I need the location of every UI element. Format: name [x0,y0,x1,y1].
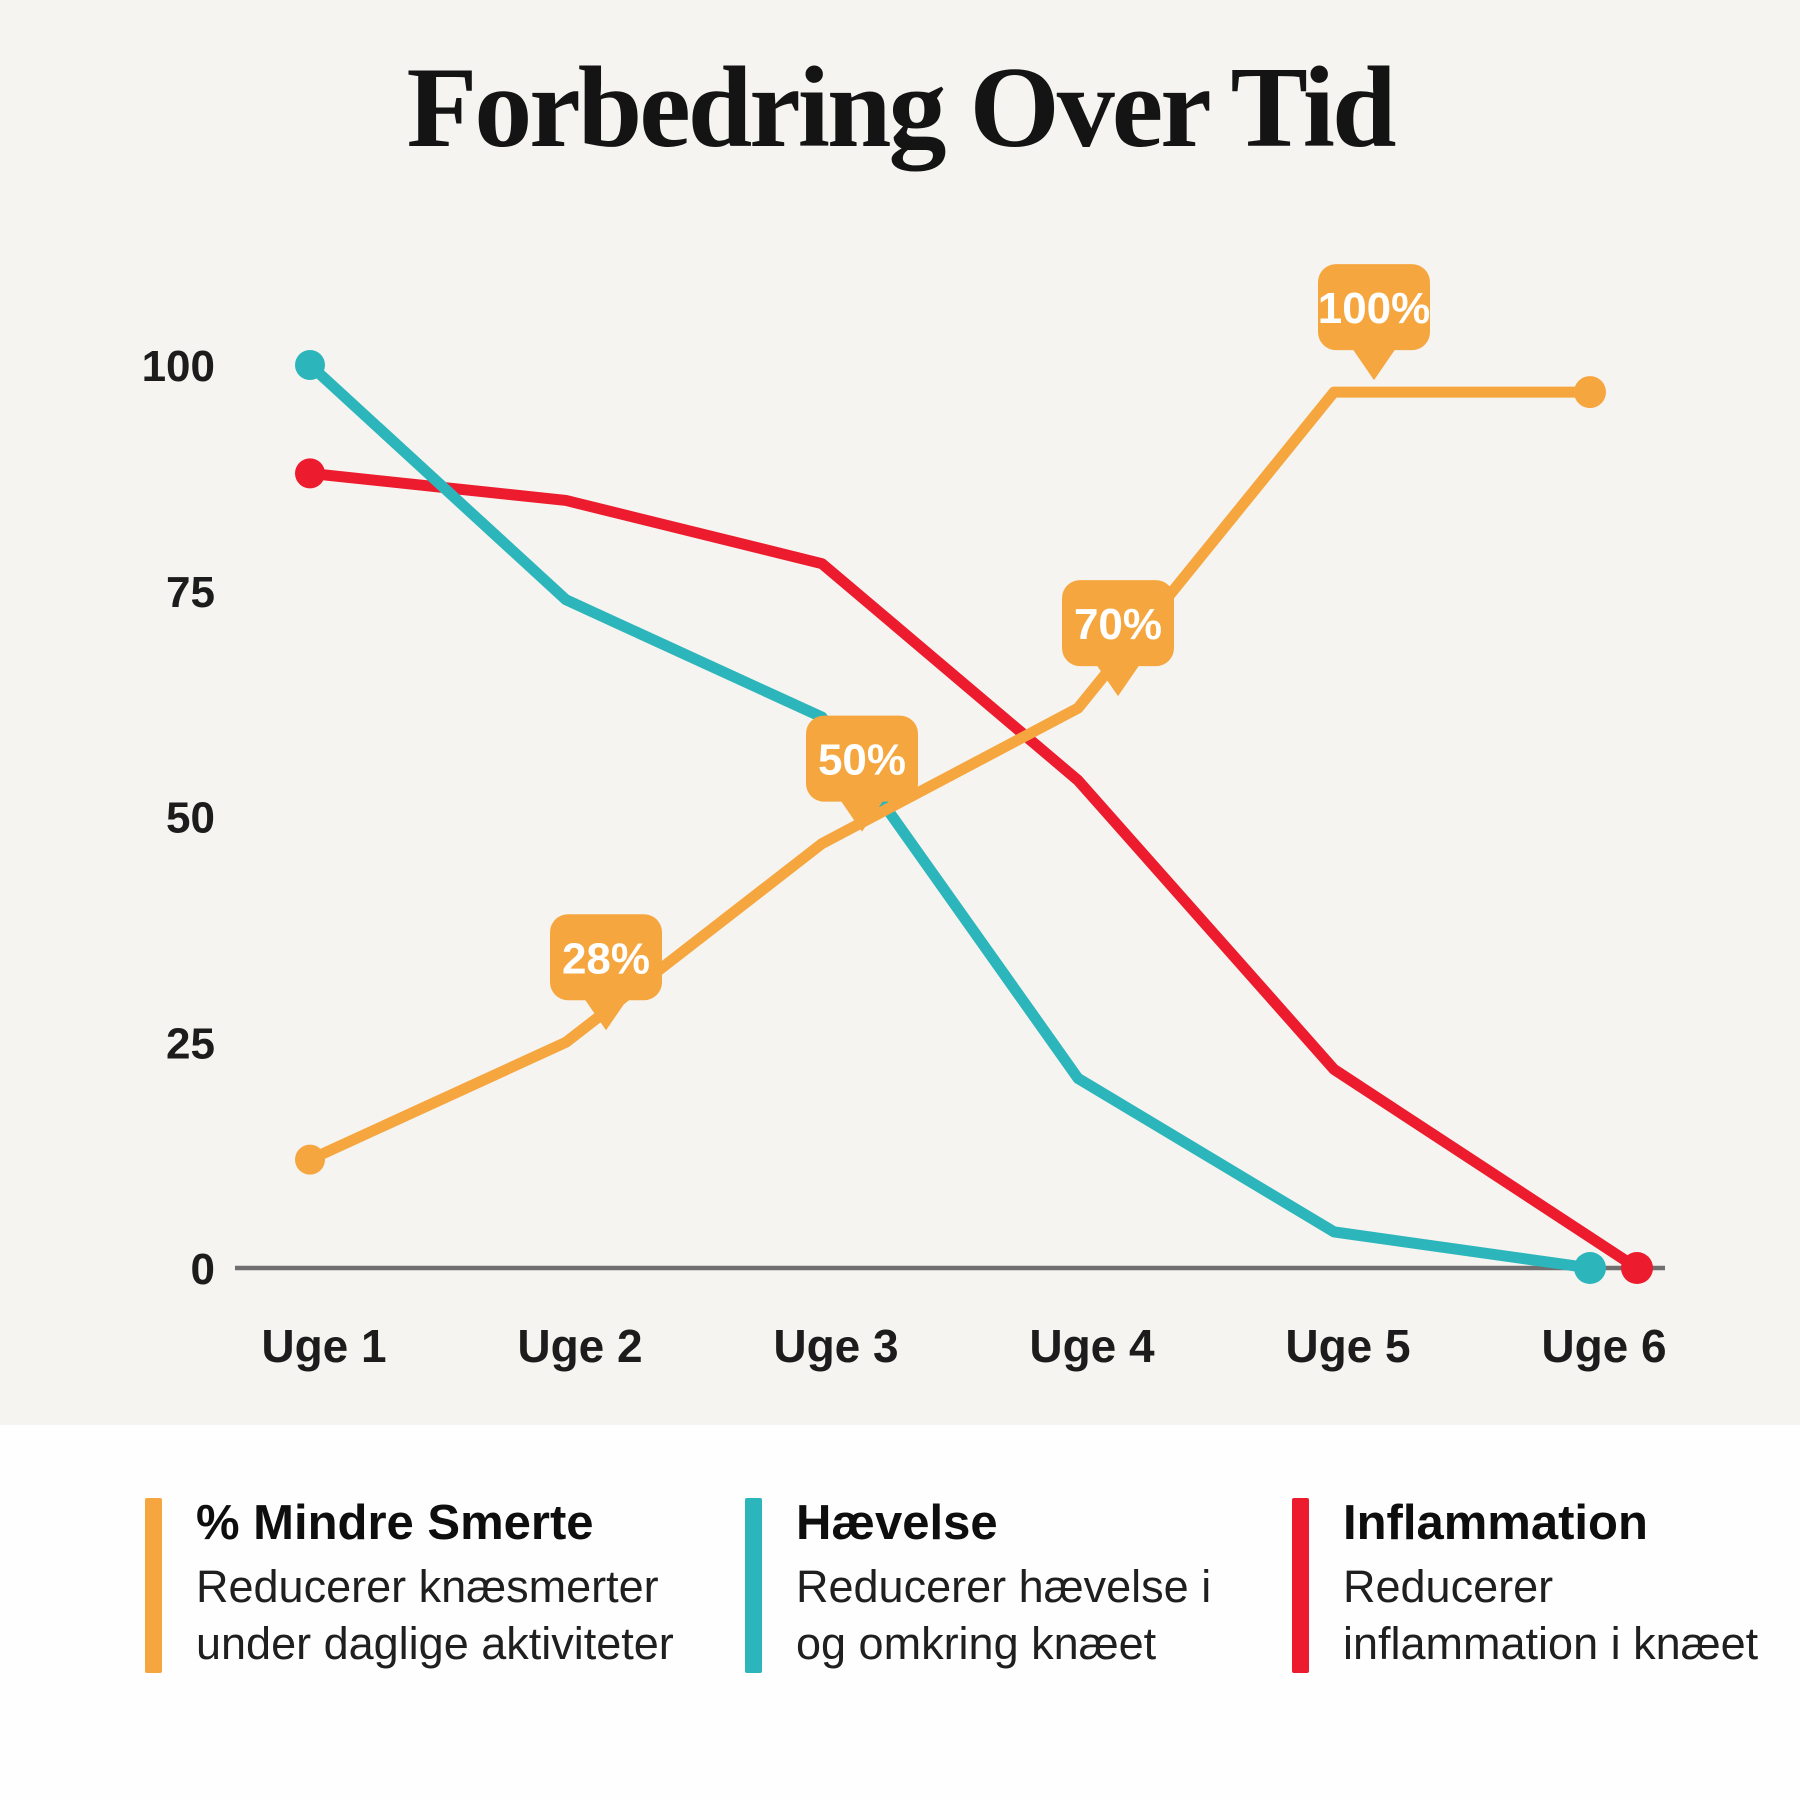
x-axis-tick-label: Uge 5 [1285,1320,1410,1372]
callout-label: 28% [562,934,650,983]
legend-swatch-teal [745,1498,762,1673]
legend-text-block: % Mindre Smerte Reducerer knæsmerter und… [196,1496,674,1673]
series-line-h-velse [304,359,1596,1274]
x-axis-tick-label: Uge 3 [773,1320,898,1372]
callout-bubble [806,715,918,802]
y-axis-tick-label: 75 [166,568,215,617]
x-axis-tick-label: Uge 4 [1029,1320,1155,1372]
legend-item-inflammation: Inflammation Reducerer inflammation i kn… [1292,1496,1759,1673]
y-axis-tick-label: 25 [166,1019,215,1068]
legend-item-description: Reducerer hævelse i og omkring knæet [796,1561,1212,1670]
x-axis-tick-label: Uge 1 [261,1320,386,1372]
y-axis-tick-label: 0 [191,1245,215,1294]
legend-item-title: % Mindre Smerte [196,1496,594,1550]
callout-pointer [1096,664,1140,697]
callout-bubble [1318,264,1430,351]
legend-item-haevelse: Hævelse Reducerer hævelse i og omkring k… [745,1496,1212,1673]
series-point-mindre-smerte [1574,376,1606,409]
improvement-line-chart: 0 25 50 75 100 Uge 1 Uge 2 Uge 3 Uge 4 Uge 5 Uge 6… [142,264,1667,1372]
callout-bubble [1062,580,1174,667]
legend-text-block: Hævelse Reducerer hævelse i og omkring k… [796,1496,1212,1673]
series-point-h-velse [1574,1252,1606,1284]
callout-pointer [840,799,884,832]
callout-28: 28% [550,914,662,1031]
legend-item-title: Inflammation [1343,1496,1648,1550]
legend: % Mindre Smerte Reducerer knæsmerter und… [0,1425,1800,1800]
callout-bubble [550,914,662,1001]
callout-70: 70% [1062,580,1174,697]
y-axis-tick-label: 100 [142,342,215,391]
callout-pointer [1352,348,1396,381]
callout-label: 100% [1318,284,1431,333]
series-line-mindre-smerte [304,386,1596,1166]
callout-label: 70% [1074,600,1162,649]
legend-swatch-orange [145,1498,162,1673]
series-point-inflammation [295,458,325,489]
callout-label: 50% [818,736,906,785]
x-axis-tick-label: Uge 2 [517,1320,642,1372]
legend-swatch-red [1292,1498,1309,1673]
legend-text-block: Inflammation Reducerer inflammation i kn… [1343,1496,1759,1673]
legend-item-description: Reducerer knæsmerter under daglige aktiv… [196,1561,674,1670]
callout-pointer [584,998,628,1031]
series-point-mindre-smerte [295,1144,325,1175]
x-axis-tick-label: Uge 6 [1541,1320,1666,1372]
series-line-inflammation [304,467,1643,1274]
y-axis-tick-label: 50 [166,794,215,843]
callout-50: 50% [806,715,918,832]
callout-100: 100% [1318,264,1431,381]
legend-item-description: Reducerer inflammation i knæet [1343,1561,1759,1670]
chart-title: Forbedring Over Tid [406,44,1396,172]
series-point-inflammation [1621,1252,1653,1284]
series-point-h-velse [295,350,325,380]
legend-item-mindre-smerte: % Mindre Smerte Reducerer knæsmerter und… [145,1496,674,1673]
legend-item-title: Hævelse [796,1496,998,1550]
